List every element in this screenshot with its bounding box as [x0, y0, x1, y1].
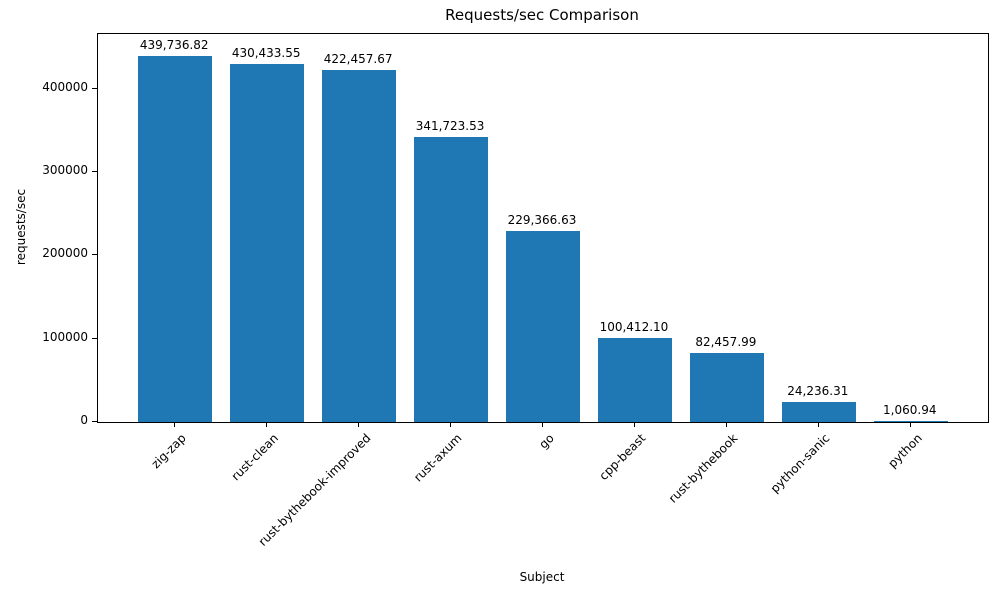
x-tick-mark	[725, 422, 727, 427]
bar-value-label: 1,060.94	[883, 403, 937, 417]
x-tick-label: zig-zap	[148, 431, 190, 472]
x-tick-mark	[633, 422, 635, 427]
x-tick-label: go	[536, 431, 557, 452]
y-tick-mark	[92, 254, 97, 256]
bar-zig-zap	[138, 56, 212, 422]
x-tick-label: cpp-beast	[596, 431, 649, 483]
bar-value-label: 430,433.55	[231, 46, 301, 60]
y-tick-label: 0	[80, 413, 88, 427]
x-axis-label: Subject	[519, 570, 565, 584]
x-tick-mark	[450, 422, 452, 427]
x-tick-mark	[266, 422, 268, 427]
chart-title: Requests/sec Comparison	[445, 6, 639, 24]
bar-go	[506, 231, 580, 422]
x-tick-label: python-sanic	[768, 431, 833, 496]
y-tick-mark	[92, 421, 97, 422]
bar-rust-axum	[414, 137, 488, 422]
x-tick-label: rust-bythebook	[666, 431, 741, 506]
bar-value-label: 24,236.31	[787, 384, 849, 398]
bar-value-label: 422,457.67	[323, 52, 393, 66]
x-tick-label: rust-clean	[228, 431, 282, 484]
y-tick-mark	[92, 87, 97, 89]
bar-value-label: 341,723.53	[415, 119, 485, 133]
y-tick-label: 400000	[42, 79, 88, 94]
x-tick-mark	[542, 422, 543, 427]
y-tick-label: 300000	[42, 163, 88, 178]
bar-value-label: 82,457.99	[695, 335, 757, 349]
bar-python	[873, 421, 948, 422]
x-tick-label: python	[885, 431, 925, 471]
y-axis-label: requests/sec	[14, 188, 28, 266]
bar-cpp-beast	[598, 338, 672, 422]
bar-value-label: 100,412.10	[599, 320, 669, 334]
bar-rust-bythebook-improved	[322, 70, 396, 422]
x-tick-mark	[817, 422, 819, 427]
x-tick-mark	[909, 422, 911, 427]
plot-area	[97, 33, 989, 423]
bar-python-sanic	[782, 402, 856, 422]
x-tick-mark	[174, 422, 176, 427]
y-tick-mark	[92, 171, 97, 173]
bar-value-label: 229,366.63	[507, 213, 577, 227]
y-tick-label: 100000	[42, 329, 88, 344]
bar-value-label: 439,736.82	[139, 38, 209, 52]
y-tick-mark	[92, 337, 97, 339]
bar-rust-bythebook	[690, 353, 764, 422]
x-tick-mark	[358, 422, 360, 427]
x-tick-label: rust-axum	[411, 431, 465, 485]
bar-rust-clean	[230, 64, 304, 422]
y-tick-label: 200000	[42, 246, 88, 261]
